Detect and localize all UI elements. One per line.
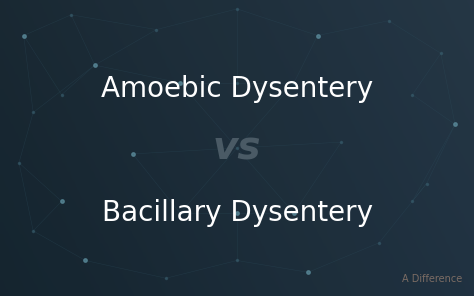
Text: Bacillary Dysentery: Bacillary Dysentery — [101, 199, 373, 227]
Text: Amoebic Dysentery: Amoebic Dysentery — [101, 75, 373, 103]
Text: vs: vs — [213, 129, 261, 167]
Text: A Difference: A Difference — [402, 274, 462, 284]
